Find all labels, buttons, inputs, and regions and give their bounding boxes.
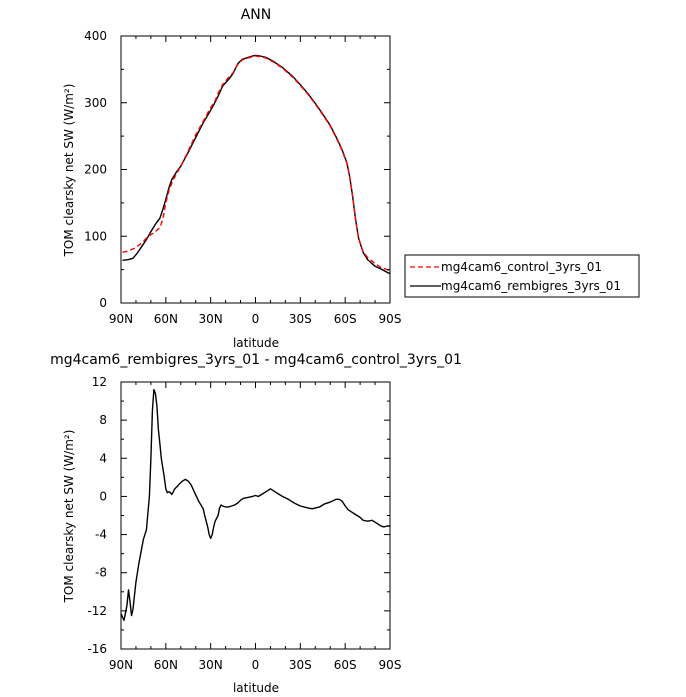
- bottom-y-tick-label: -12: [87, 604, 107, 618]
- bottom-panel-ylabel: TOM clearsky net SW (W/m²): [62, 430, 76, 604]
- bottom-x-tick-label: 30S: [289, 658, 312, 672]
- bottom-panel-title: mg4cam6_rembigres_3yrs_01 - mg4cam6_cont…: [50, 352, 462, 368]
- top-y-tick-label: 400: [84, 29, 107, 43]
- bottom-panel-frame: [120, 381, 391, 650]
- bottom-y-tick-label: 0: [99, 489, 107, 503]
- bottom-y-tick-label: 12: [92, 375, 107, 389]
- top-panel: ANN 90N 60N 30N 0 30S 60S 90S 0 100 200 300 400 lat…: [62, 7, 401, 350]
- top-x-tick-label: 60S: [334, 312, 357, 326]
- bottom-panel: mg4cam6_rembigres_3yrs_01 - mg4cam6_cont…: [50, 352, 462, 695]
- top-y-tick-label: 100: [84, 229, 107, 243]
- top-panel-title: ANN: [241, 7, 272, 23]
- legend: mg4cam6_control_3yrs_01 mg4cam6_rembigre…: [404, 254, 640, 298]
- bottom-series-line-0: [120, 388, 390, 622]
- bottom-y-tick-label: -4: [95, 528, 107, 542]
- top-series-line-1: [122, 54, 391, 275]
- bottom-x-tick-label: 90N: [109, 658, 133, 672]
- top-x-tick-label: 30N: [199, 312, 223, 326]
- bottom-x-tick-label: 30N: [199, 658, 223, 672]
- top-x-tick-label: 60N: [154, 312, 178, 326]
- bottom-x-tick-label: 0: [252, 658, 260, 672]
- bottom-panel-ticks: 90N 60N 30N 0 30S 60S 90S -16 -12 -8 -4 0 4 8 12: [87, 375, 401, 672]
- top-series-line-0: [122, 55, 391, 272]
- top-panel-ylabel: TOM clearsky net SW (W/m²): [62, 84, 76, 258]
- top-x-tick-label: 90N: [109, 312, 133, 326]
- legend-label-rembigres: mg4cam6_rembigres_3yrs_01: [441, 279, 621, 293]
- legend-label-control: mg4cam6_control_3yrs_01: [441, 260, 602, 274]
- bottom-x-tick-label: 90S: [379, 658, 402, 672]
- top-y-tick-label: 300: [84, 96, 107, 110]
- legend-box: [404, 254, 640, 298]
- top-x-tick-label: 0: [252, 312, 260, 326]
- bottom-y-tick-label: 4: [99, 451, 107, 465]
- bottom-y-tick-label: -16: [87, 642, 107, 656]
- top-panel-ticks: 90N 60N 30N 0 30S 60S 90S 0 100 200 300 400: [84, 29, 401, 326]
- bottom-y-tick-label: -8: [95, 566, 107, 580]
- bottom-panel-xlabel: latitude: [233, 681, 279, 695]
- top-panel-series: [122, 54, 391, 275]
- bottom-x-tick-label: 60S: [334, 658, 357, 672]
- top-y-tick-label: 0: [99, 296, 107, 310]
- top-panel-xlabel: latitude: [233, 336, 279, 350]
- top-x-tick-label: 90S: [379, 312, 402, 326]
- top-y-tick-label: 200: [84, 163, 107, 177]
- bottom-panel-series: [120, 388, 390, 622]
- top-panel-frame: [120, 35, 391, 304]
- bottom-y-tick-label: 8: [99, 413, 107, 427]
- top-x-tick-label: 30S: [289, 312, 312, 326]
- bottom-x-tick-label: 60N: [154, 658, 178, 672]
